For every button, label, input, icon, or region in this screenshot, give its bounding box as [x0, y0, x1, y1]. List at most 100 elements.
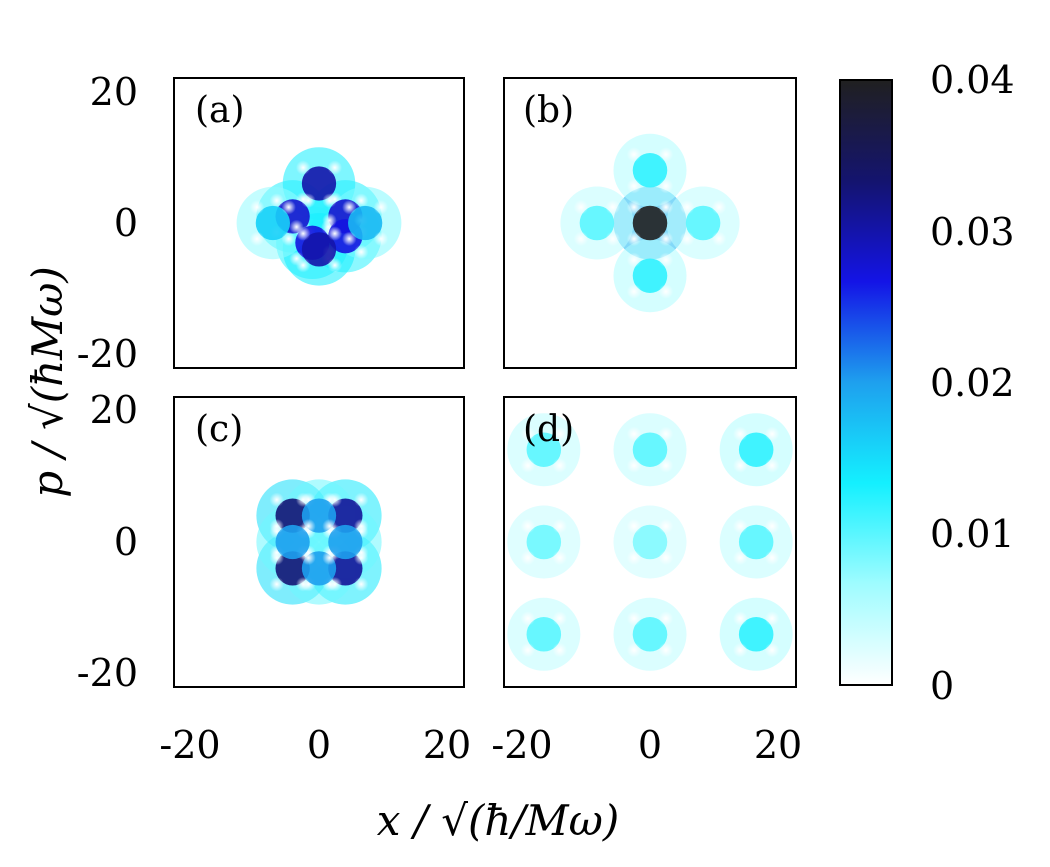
heatmap-spot [255, 205, 290, 241]
interference-node [281, 199, 296, 215]
interference-node [679, 231, 695, 247]
interference-node [626, 178, 642, 194]
interference-node [353, 244, 369, 260]
colorbar-tick-0.04: 0.04 [930, 58, 1015, 102]
heatmap-spot [632, 524, 668, 560]
heatmap-spot [632, 617, 668, 652]
interference-node [626, 284, 642, 299]
panel-c [174, 397, 464, 687]
heatmap-spot [526, 617, 562, 652]
interference-node [764, 518, 780, 534]
interference-node [373, 199, 389, 215]
interference-node [301, 518, 316, 534]
y-tick-bottom-20: 20 [90, 388, 138, 432]
interference-node [301, 193, 316, 208]
interference-node [711, 231, 727, 247]
y-tick-bottom-0: 0 [114, 520, 138, 564]
panel-d-label: (d) [523, 409, 574, 450]
interference-node [626, 458, 642, 473]
interference-node [764, 611, 780, 626]
interference-node [711, 199, 727, 215]
interference-node [658, 611, 674, 626]
heatmap-spot [579, 205, 615, 241]
interference-node [764, 550, 780, 566]
interference-node [764, 642, 780, 658]
panel-b-label: (b) [523, 90, 574, 131]
interference-node [732, 611, 748, 626]
interference-node [295, 257, 311, 273]
heatmap-spot [738, 617, 774, 652]
interference-node [658, 147, 674, 162]
interference-node [342, 199, 357, 215]
interference-node [658, 252, 674, 268]
panel-c-frame [173, 396, 465, 688]
colorbar-frame [839, 79, 893, 686]
panel-d-frame [503, 396, 797, 688]
interference-node [353, 518, 369, 534]
interference-node [732, 518, 748, 534]
interference-node [552, 550, 568, 566]
x-tick-left-neg20: -20 [159, 723, 220, 767]
interference-node [327, 257, 343, 273]
panel-d [504, 397, 796, 687]
interference-node [626, 518, 642, 534]
interference-node [520, 642, 536, 658]
interference-node [658, 458, 674, 473]
heatmap-spot [738, 432, 774, 467]
panel-a [174, 78, 464, 368]
interference-node [626, 550, 642, 566]
interference-node [552, 611, 568, 626]
x-tick-left-0: 0 [307, 723, 331, 767]
interference-node [552, 426, 568, 442]
interference-node [658, 178, 674, 194]
heatmap-spot [632, 258, 668, 293]
interference-node [520, 458, 536, 473]
interference-node [626, 199, 642, 215]
interference-node [520, 518, 536, 534]
colorbar-tick-0.02: 0.02 [930, 361, 1015, 405]
heatmap-spot [328, 551, 363, 586]
interference-node [327, 492, 343, 508]
interference-node [626, 642, 642, 658]
x-tick-left-20: 20 [423, 723, 471, 767]
interference-node [295, 226, 311, 241]
colorbar [840, 80, 892, 685]
interference-node [520, 426, 536, 442]
heatmap-spot [632, 205, 668, 241]
interference-node [626, 426, 642, 442]
interference-node [353, 550, 369, 566]
heatmap-spot [738, 524, 774, 560]
interference-node [573, 199, 589, 215]
interference-node [295, 492, 311, 508]
interference-node [732, 458, 748, 473]
interference-node [658, 199, 674, 215]
interference-node [301, 550, 316, 566]
interference-node [732, 642, 748, 658]
interference-node [269, 518, 285, 534]
interference-node [353, 492, 369, 508]
heatmap-spot [632, 432, 668, 467]
interference-node [269, 550, 285, 566]
colorbar-tick-0.01: 0.01 [930, 512, 1015, 556]
interference-node [327, 160, 343, 175]
interference-node [626, 611, 642, 626]
interference-node [353, 576, 369, 592]
interference-node [552, 642, 568, 658]
heatmap-spot [275, 524, 310, 560]
interference-node [658, 550, 674, 566]
interference-node [658, 642, 674, 658]
interference-node [764, 458, 780, 473]
panel-a-label: (a) [195, 90, 245, 131]
panel-b [504, 78, 796, 368]
x-tick-right-20: 20 [754, 723, 802, 767]
heatmap-spot [328, 498, 363, 533]
y-tick-top-20: 20 [90, 70, 138, 114]
interference-node [342, 231, 357, 247]
interference-node [764, 426, 780, 442]
heatmap-spot [275, 551, 310, 586]
interference-node [552, 518, 568, 534]
y-axis-label: p / √(ħMω) [23, 266, 72, 498]
interference-node [658, 284, 674, 299]
interference-node [269, 576, 285, 592]
